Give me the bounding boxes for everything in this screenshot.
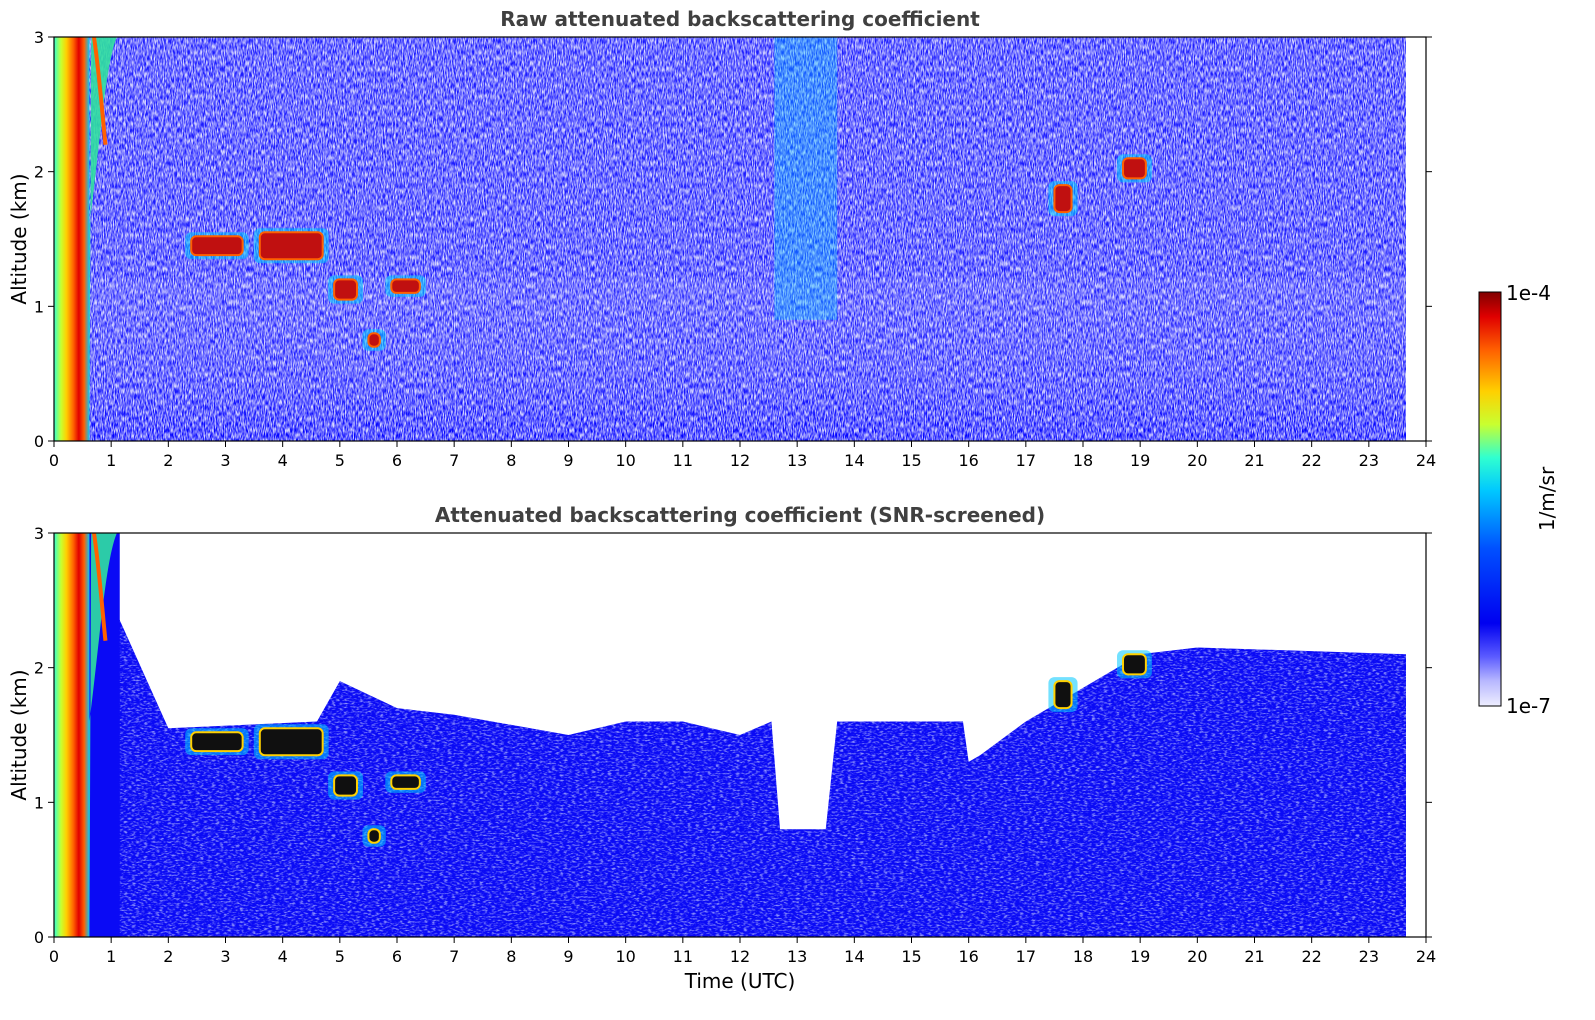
cloud-layer xyxy=(333,278,358,301)
plume-core xyxy=(92,533,108,641)
x-tick-label: 4 xyxy=(278,451,288,470)
colorbar-min-label: 1e-7 xyxy=(1506,694,1551,718)
x-tick-label: 17 xyxy=(1016,451,1036,470)
x-tick-label: 7 xyxy=(449,451,459,470)
x-tick-label: 23 xyxy=(1359,947,1379,966)
x-tick-label: 14 xyxy=(844,451,864,470)
raw-heatmap xyxy=(54,37,1426,441)
x-tick-label: 13 xyxy=(787,451,807,470)
panel-title-raw: Raw attenuated backscattering coefficien… xyxy=(500,7,980,31)
x-tick-label: 5 xyxy=(335,947,345,966)
cloud-layer xyxy=(190,235,244,257)
daylight-noise-band xyxy=(774,37,838,320)
x-tick-label: 6 xyxy=(392,947,402,966)
x-tick-label: 18 xyxy=(1073,451,1093,470)
x-tick-label: 23 xyxy=(1359,451,1379,470)
near-field-return xyxy=(54,37,90,441)
x-tick-label: 15 xyxy=(901,451,921,470)
x-tick-label: 7 xyxy=(449,947,459,966)
x-tick-label: 12 xyxy=(730,947,750,966)
panel-title-screened: Attenuated backscattering coefficient (S… xyxy=(435,503,1045,527)
y-axis-label: Altitude (km) xyxy=(7,669,31,800)
y-tick-label: 3 xyxy=(34,524,44,543)
x-tick-label: 16 xyxy=(958,947,978,966)
cloud-layer xyxy=(333,774,358,797)
y-tick-label: 0 xyxy=(34,928,44,947)
x-tick-label: 13 xyxy=(787,947,807,966)
cloud-layer xyxy=(390,774,421,790)
x-tick-label: 15 xyxy=(901,947,921,966)
screened-texture xyxy=(116,613,1406,937)
cloud-layer xyxy=(367,332,381,348)
aerosol-plume xyxy=(89,37,117,441)
x-tick-label: 1 xyxy=(106,451,116,470)
y-tick-label: 2 xyxy=(34,659,44,678)
x-tick-label: 8 xyxy=(506,451,516,470)
screened-heatmap xyxy=(54,533,1426,937)
aerosol-plume xyxy=(89,533,117,937)
x-tick-label: 8 xyxy=(506,947,516,966)
cloud-layer xyxy=(1053,680,1073,710)
x-tick-label: 24 xyxy=(1416,947,1436,966)
x-tick-label: 1 xyxy=(106,947,116,966)
x-tick-label: 12 xyxy=(730,451,750,470)
y-tick-label: 0 xyxy=(34,432,44,451)
x-tick-label: 18 xyxy=(1073,947,1093,966)
near-field-return xyxy=(54,533,90,937)
plume-core xyxy=(92,37,108,145)
cloud-layer xyxy=(390,278,421,294)
x-tick-label: 21 xyxy=(1244,947,1264,966)
x-tick-label: 3 xyxy=(220,947,230,966)
x-tick-label: 19 xyxy=(1130,451,1150,470)
x-tick-label: 21 xyxy=(1244,451,1264,470)
cloud-layer xyxy=(1122,653,1147,676)
x-tick-label: 22 xyxy=(1301,947,1321,966)
x-tick-label: 0 xyxy=(49,451,59,470)
x-tick-label: 16 xyxy=(958,451,978,470)
cloud-layer xyxy=(258,231,324,261)
y-tick-label: 1 xyxy=(34,297,44,316)
x-tick-label: 10 xyxy=(615,451,635,470)
x-tick-label: 2 xyxy=(163,451,173,470)
x-tick-label: 6 xyxy=(392,451,402,470)
colorbar-unit-label: 1/m/sr xyxy=(1535,466,1559,531)
x-tick-label: 11 xyxy=(673,451,693,470)
x-tick-label: 4 xyxy=(278,947,288,966)
colorbar: 1e-4 1e-7 1/m/sr xyxy=(1478,281,1559,718)
y-tick-label: 3 xyxy=(34,28,44,47)
x-tick-label: 2 xyxy=(163,947,173,966)
x-tick-label: 11 xyxy=(673,947,693,966)
x-tick-label: 20 xyxy=(1187,947,1207,966)
cloud-layer xyxy=(367,828,381,844)
screened-backscatter-panel: Attenuated backscattering coefficient (S… xyxy=(7,503,1436,993)
x-tick-label: 14 xyxy=(844,947,864,966)
colorbar-max-label: 1e-4 xyxy=(1506,281,1551,305)
y-axis-label: Altitude (km) xyxy=(7,173,31,304)
y-tick-label: 2 xyxy=(34,163,44,182)
x-tick-label: 20 xyxy=(1187,451,1207,470)
cloud-layer xyxy=(258,727,324,757)
x-tick-label: 19 xyxy=(1130,947,1150,966)
raw-backscatter-panel: Raw attenuated backscattering coefficien… xyxy=(7,7,1436,470)
y-tick-label: 1 xyxy=(34,793,44,812)
cloud-layer xyxy=(1053,184,1073,214)
x-axis-label: Time (UTC) xyxy=(684,969,796,993)
x-tick-label: 5 xyxy=(335,451,345,470)
cloud-layer xyxy=(1122,157,1147,180)
x-tick-label: 24 xyxy=(1416,451,1436,470)
x-tick-label: 0 xyxy=(49,947,59,966)
x-tick-label: 9 xyxy=(563,947,573,966)
x-tick-label: 22 xyxy=(1301,451,1321,470)
colorbar-gradient xyxy=(1478,291,1502,707)
cloud-layer xyxy=(190,731,244,753)
x-tick-label: 10 xyxy=(615,947,635,966)
x-tick-label: 9 xyxy=(563,451,573,470)
x-tick-label: 17 xyxy=(1016,947,1036,966)
x-tick-label: 3 xyxy=(220,451,230,470)
